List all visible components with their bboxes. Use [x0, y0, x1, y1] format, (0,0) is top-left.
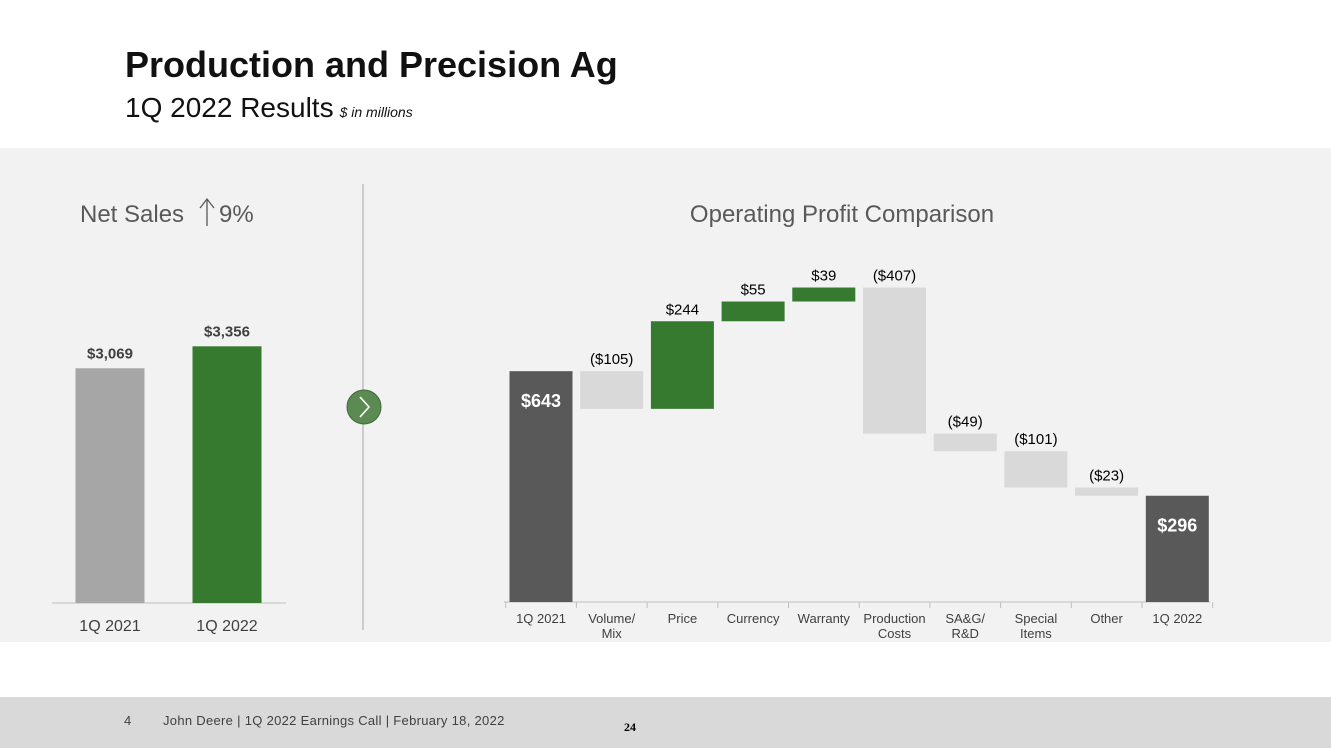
waterfall-category-label: Other [1090, 611, 1123, 626]
waterfall-category-label: 1Q 2022 [1152, 611, 1202, 626]
net-sales-value-label: $3,069 [87, 345, 133, 362]
waterfall-bar-price [650, 321, 714, 409]
net-sales-category-label: 1Q 2021 [79, 618, 140, 635]
unit-note: $ in millions [339, 104, 413, 120]
net-sales-chart: Net Sales 9% $3,069 1Q 2021 $3,356 1Q 2022 [52, 197, 286, 635]
next-chevron-button[interactable] [346, 389, 382, 425]
waterfall-bar-volume-mix [580, 371, 644, 409]
slide-number: 24 [624, 720, 636, 734]
waterfall-value-label: $39 [811, 268, 836, 285]
operating-profit-chart: Operating Profit Comparison $643 1Q 2021 (… [504, 201, 1214, 641]
waterfall-bar-other [1075, 487, 1139, 496]
chevron-right-icon [359, 396, 371, 418]
up-arrow-icon [199, 197, 215, 226]
net-sales-value-label: $3,356 [204, 323, 250, 340]
waterfall-value-label: $643 [521, 391, 561, 411]
net-sales-bars: $3,069 1Q 2021 $3,356 1Q 2022 [75, 323, 262, 635]
net-sales-title: Net Sales [80, 201, 184, 228]
waterfall-bar-warranty [792, 287, 856, 302]
waterfall-value-label: ($49) [948, 414, 983, 431]
waterfall-value-label: ($407) [873, 268, 916, 285]
waterfall-bar-production-costs [863, 287, 926, 434]
waterfall-bar-1q-2021 [509, 371, 573, 602]
waterfall-category-label: 1Q 2021 [516, 611, 566, 626]
net-sales-bar-1q-2021 [75, 368, 145, 603]
page-title: Production and Precision Ag [125, 44, 618, 85]
waterfall-category-label: Warranty [798, 611, 851, 626]
waterfall-bar-1q-2022 [1145, 495, 1209, 602]
footer: 4 John Deere | 1Q 2022 Earnings Call | F… [0, 697, 1331, 748]
waterfall-value-label: ($105) [590, 351, 633, 368]
footer-page-number: 4 [124, 713, 132, 728]
page-subtitle: 1Q 2022 Results $ in millions [125, 92, 413, 124]
waterfall-category-label: Special Items [1015, 611, 1058, 641]
net-sales-bar-1q-2022 [192, 346, 262, 603]
waterfall-category-label: Price [668, 611, 698, 626]
waterfall-bar-special-items [1004, 451, 1068, 488]
waterfall-bar-sa-g-r-d [933, 433, 997, 452]
net-sales-title-text: Net Sales [80, 201, 184, 228]
waterfall-category-label: Currency [727, 611, 780, 626]
chevron-circle [346, 389, 382, 425]
waterfall-category-label: Production Costs [863, 611, 925, 641]
footer-text: John Deere | 1Q 2022 Earnings Call | Feb… [163, 713, 505, 728]
waterfall-category-label: SA&G/R&D [945, 611, 985, 641]
waterfall-bar-currency [721, 301, 785, 322]
waterfall-category-label: Volume/Mix [588, 611, 635, 641]
waterfall-value-label: ($101) [1014, 431, 1057, 448]
net-sales-category-label: 1Q 2022 [196, 618, 257, 635]
waterfall-bars: $643 1Q 2021 ($105) Volume/Mix $244 Price $55 C… [505, 268, 1214, 641]
waterfall-value-label: $244 [666, 301, 699, 318]
waterfall-value-label: $296 [1157, 516, 1197, 536]
waterfall-value-label: ($23) [1089, 467, 1124, 484]
net-sales-change: 9% [219, 201, 254, 228]
operating-profit-title: Operating Profit Comparison [690, 201, 994, 228]
waterfall-value-label: $55 [741, 282, 766, 299]
subtitle-text: 1Q 2022 Results [125, 92, 334, 123]
